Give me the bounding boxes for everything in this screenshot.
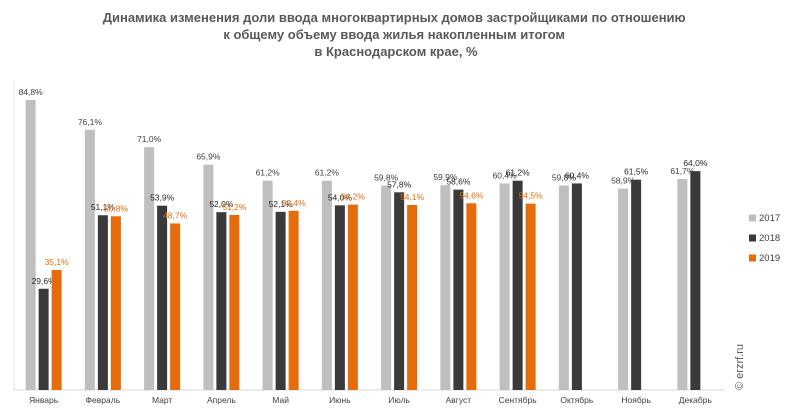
value-label: 54,6% — [459, 190, 484, 200]
bar — [466, 203, 477, 390]
watermark: © erzrf.ru — [734, 344, 746, 390]
title-line: в Краснодарском крае, % — [314, 44, 478, 59]
x-tick-label: Январь — [29, 395, 59, 405]
bar — [618, 188, 629, 390]
bar — [144, 147, 155, 390]
bar — [512, 180, 523, 390]
bar — [203, 164, 214, 390]
bar — [394, 192, 405, 390]
value-label: 51,1% — [91, 202, 116, 212]
value-label: 59,8% — [552, 172, 577, 182]
bar — [334, 205, 345, 390]
bar — [407, 204, 418, 390]
value-label: 51,2% — [222, 202, 247, 212]
value-label: 52,0% — [209, 199, 234, 209]
value-label: 59,9% — [433, 172, 458, 182]
value-label: 53,9% — [150, 193, 175, 203]
bar — [525, 203, 536, 390]
bar — [275, 211, 286, 390]
bar — [110, 216, 121, 390]
x-tick-label: Май — [272, 395, 289, 405]
x-tick-label: Октябрь — [560, 395, 594, 405]
x-tick-label: Август — [446, 395, 472, 405]
bar — [558, 185, 569, 390]
bar — [38, 288, 49, 390]
bar — [25, 100, 36, 390]
x-tick-label: Февраль — [86, 395, 121, 405]
title-line: к общему объему ввода жилья накопленным … — [223, 27, 565, 42]
bar — [170, 223, 181, 390]
value-label: 61,7% — [670, 166, 695, 176]
bar — [288, 210, 299, 390]
legend-swatch — [749, 234, 756, 242]
bar — [690, 171, 701, 390]
legend-label: 2018 — [759, 233, 780, 244]
bar — [499, 183, 510, 390]
value-label: 54,0% — [328, 192, 353, 202]
x-tick-label: Сентябрь — [499, 395, 538, 405]
chart-title: Динамика изменения доли ввода многокварт… — [103, 10, 690, 59]
bar — [51, 269, 62, 390]
legend-swatch — [749, 254, 756, 262]
value-label: 64,0% — [683, 158, 708, 168]
x-tick-label: Ноябрь — [621, 395, 651, 405]
bar — [97, 215, 108, 390]
value-label: 57,8% — [387, 179, 412, 189]
title-line: Динамика изменения доли ввода многокварт… — [103, 10, 686, 25]
value-label: 61,2% — [256, 168, 281, 178]
value-label: 52,4% — [282, 198, 307, 208]
value-label: 50,8% — [104, 203, 129, 213]
bar — [262, 180, 273, 390]
x-tick-label: Июнь — [329, 395, 351, 405]
value-label: 54,1% — [400, 192, 425, 202]
bar — [677, 178, 688, 390]
value-label: 54,2% — [341, 192, 366, 202]
bar — [84, 129, 95, 390]
bar — [381, 185, 392, 390]
bar — [440, 185, 451, 390]
legend-swatch — [749, 214, 756, 222]
value-label: 84,8% — [19, 87, 44, 97]
bar — [571, 183, 582, 390]
value-label: 48,7% — [163, 210, 188, 220]
value-label: 60,4% — [565, 170, 590, 180]
value-label: 59,8% — [374, 172, 399, 182]
x-tick-label: Июль — [388, 395, 410, 405]
bar — [631, 179, 642, 390]
bar — [157, 205, 168, 390]
value-label: 35,1% — [45, 257, 70, 267]
x-tick-label: Апрель — [207, 395, 236, 405]
value-label: 58,9% — [611, 176, 636, 186]
value-label: 54,5% — [519, 191, 544, 201]
bar — [216, 212, 227, 390]
bar — [347, 204, 358, 390]
value-label: 61,5% — [624, 167, 649, 177]
value-label: 58,6% — [446, 177, 471, 187]
value-label: 71,0% — [137, 134, 162, 144]
x-tick-label: Март — [152, 395, 172, 405]
value-label: 52,1% — [269, 199, 294, 209]
value-label: 29,6% — [32, 276, 57, 286]
bar — [321, 180, 332, 390]
value-label: 65,9% — [196, 152, 221, 162]
legend-label: 2017 — [759, 213, 780, 224]
bar — [453, 189, 464, 390]
value-label: 76,1% — [78, 117, 103, 127]
value-label: 60,4% — [493, 170, 518, 180]
bar — [229, 214, 240, 390]
value-label: 61,2% — [506, 168, 531, 178]
legend-label: 2019 — [759, 253, 780, 264]
x-tick-label: Декабрь — [679, 395, 713, 405]
value-label: 61,2% — [315, 168, 340, 178]
